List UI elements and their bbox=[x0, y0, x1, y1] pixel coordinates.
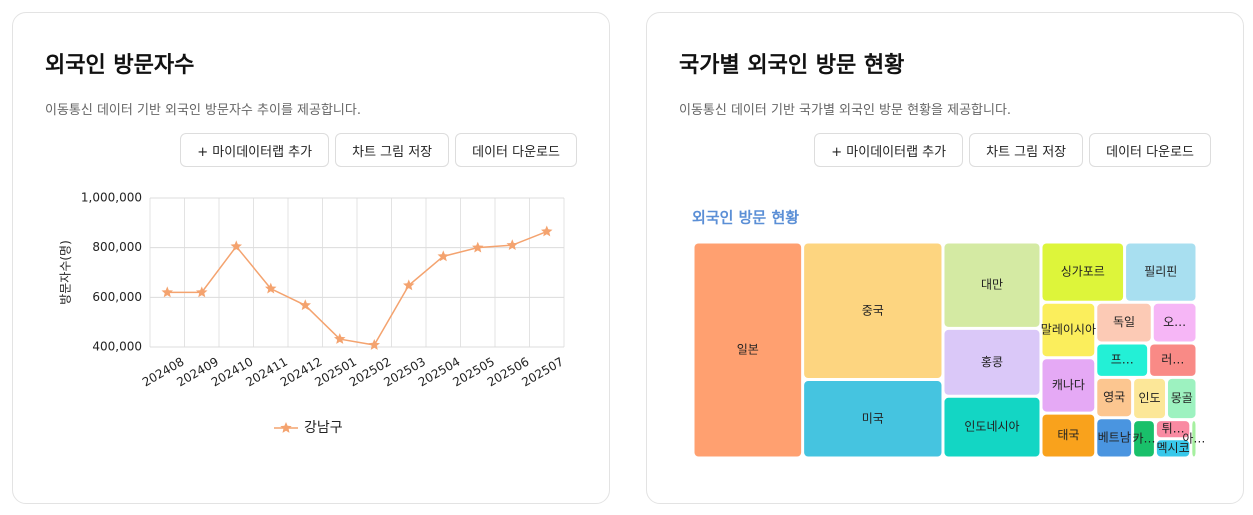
card-description: 이동통신 데이터 기반 국가별 외국인 방문 현황을 제공합니다. bbox=[679, 103, 1012, 118]
card-title: 외국인 방문자수 bbox=[45, 53, 195, 78]
button[interactable]: 차트 그림 저장 bbox=[969, 133, 1084, 167]
button[interactable]: 데이터 다운로드 bbox=[1089, 133, 1211, 167]
button[interactable]: 데이터 다운로드 bbox=[455, 133, 577, 167]
button-group: + 마이데이터랩 추가 차트 그림 저장 데이터 다운로드 bbox=[814, 133, 1211, 167]
card: 국가별 외국인 방문 현황 이동통신 데이터 기반 국가별 외국인 방문 현황을… bbox=[646, 12, 1244, 504]
button[interactable]: + 마이데이터랩 추가 bbox=[814, 133, 964, 167]
button[interactable]: + 마이데이터랩 추가 bbox=[180, 133, 330, 167]
button-group: + 마이데이터랩 추가 차트 그림 저장 데이터 다운로드 bbox=[180, 133, 577, 167]
card-title: 국가별 외국인 방문 현황 bbox=[679, 53, 905, 78]
card-description: 이동통신 데이터 기반 외국인 방문자수 추이를 제공합니다. bbox=[45, 103, 361, 118]
button[interactable]: 차트 그림 저장 bbox=[335, 133, 450, 167]
card: 외국인 방문자수 이동통신 데이터 기반 외국인 방문자수 추이를 제공합니다.… bbox=[12, 12, 610, 504]
